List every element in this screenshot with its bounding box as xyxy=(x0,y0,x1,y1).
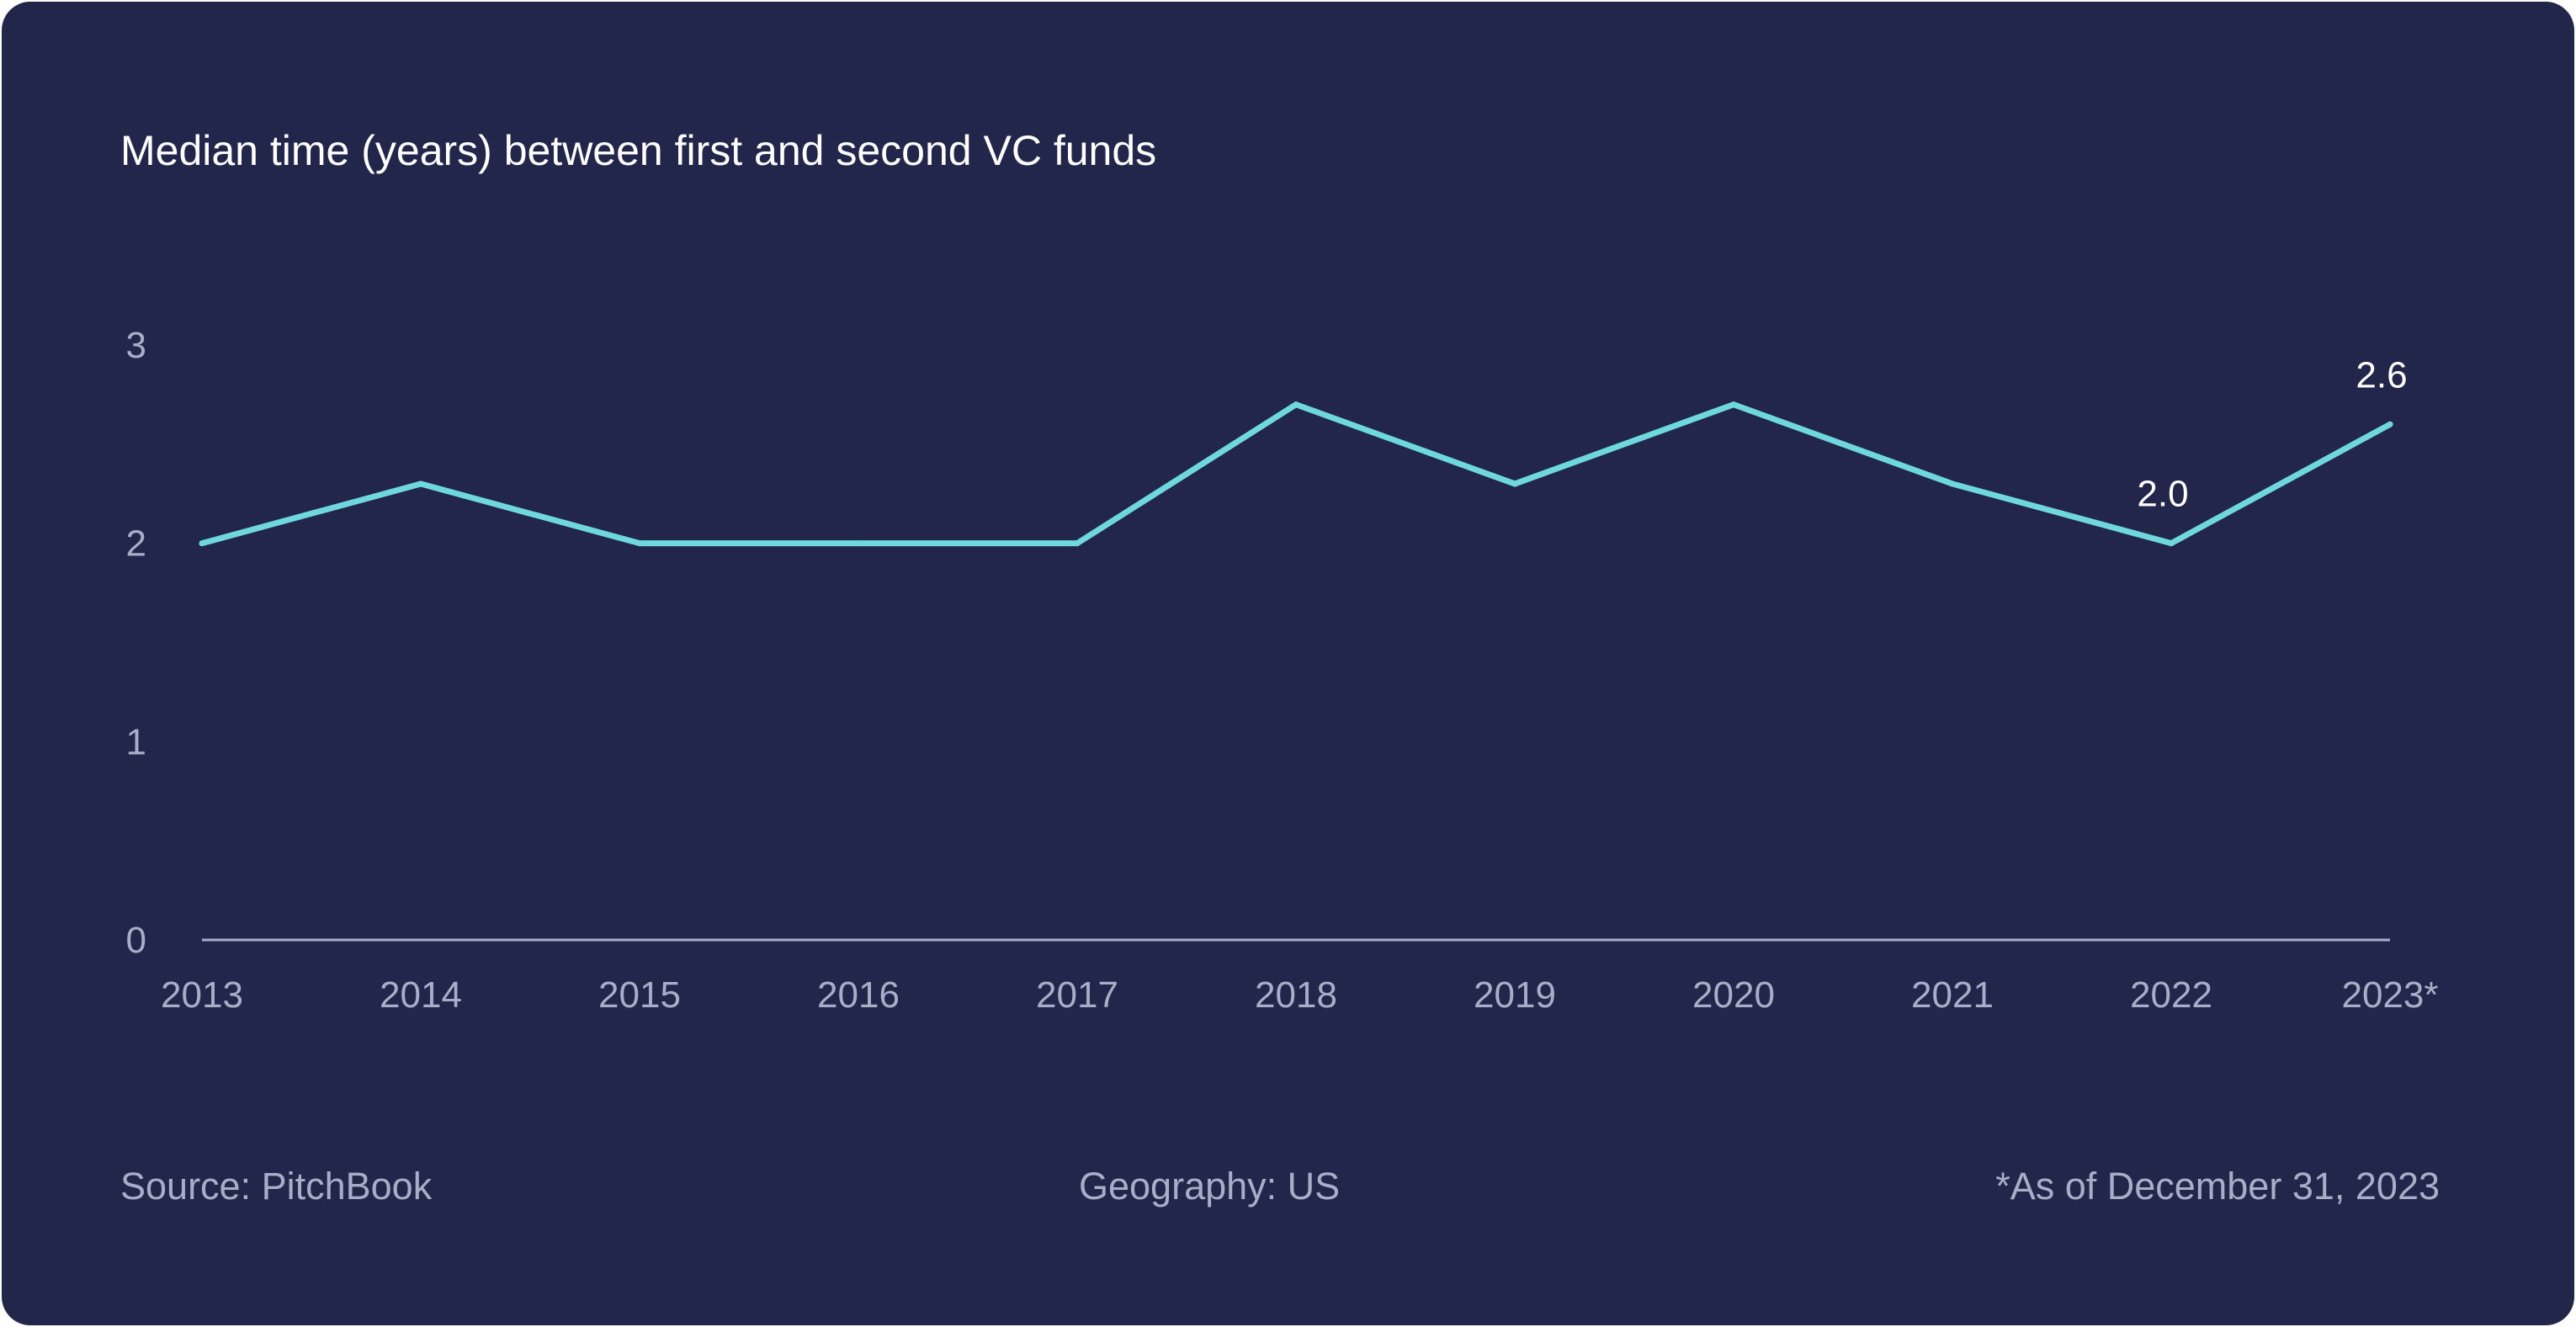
x-tick-label: 2021 xyxy=(1911,974,1994,1016)
data-point xyxy=(417,480,424,487)
as-of-note: *As of December 31, 2023 xyxy=(1995,1165,2440,1208)
series-line xyxy=(199,401,2393,547)
data-point xyxy=(2387,421,2393,427)
x-tick-label: 2023* xyxy=(2341,974,2438,1016)
x-tick-label: 2018 xyxy=(1255,974,1337,1016)
y-tick-label: 0 xyxy=(126,920,146,961)
y-tick-label: 1 xyxy=(126,721,146,762)
x-tick-label: 2017 xyxy=(1036,974,1118,1016)
y-tick-label: 3 xyxy=(126,325,146,366)
x-tick-label: 2019 xyxy=(1474,974,1556,1016)
data-point xyxy=(1730,401,1737,408)
data-label: 2.6 xyxy=(2356,354,2407,395)
x-tick-label: 2020 xyxy=(1692,974,1775,1016)
x-tick-label: 2013 xyxy=(161,974,243,1016)
data-point xyxy=(199,540,205,547)
source-note: Source: PitchBook xyxy=(120,1165,433,1208)
geography-note: Geography: US xyxy=(1079,1165,1341,1208)
x-tick-label: 2016 xyxy=(817,974,900,1016)
y-tick-label: 2 xyxy=(126,523,146,565)
data-point xyxy=(1949,480,1956,487)
data-point xyxy=(2168,540,2175,547)
x-tick-label: 2015 xyxy=(598,974,681,1016)
x-tick-label: 2014 xyxy=(380,974,462,1016)
data-point xyxy=(1511,480,1518,487)
data-label: 2.0 xyxy=(2137,474,2188,515)
data-point xyxy=(1293,401,1299,408)
data-point xyxy=(855,540,862,547)
chart-title: Median time (years) between first and se… xyxy=(120,127,1157,174)
x-tick-label: 2022 xyxy=(2130,974,2212,1016)
data-point xyxy=(1074,540,1081,547)
data-point xyxy=(636,540,643,547)
